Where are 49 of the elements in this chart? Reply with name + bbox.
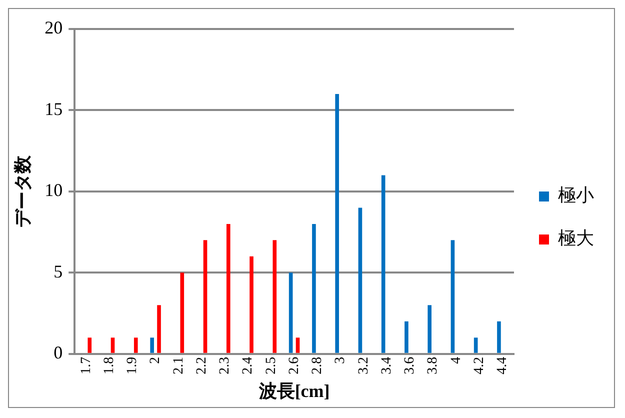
- bar: [150, 338, 154, 353]
- y-tick-label: 5: [54, 261, 63, 282]
- bar: [474, 338, 478, 353]
- y-tick-label: 20: [44, 18, 63, 38]
- x-tick-label: 2.2: [194, 356, 210, 374]
- bar: [335, 94, 339, 353]
- x-tick-label: 4.4: [495, 356, 510, 374]
- bar: [288, 272, 293, 353]
- bar: [381, 175, 386, 353]
- x-tick-label: 2.3: [218, 356, 233, 374]
- x-tick-label: 2.5: [264, 356, 279, 374]
- y-tick-label: 15: [44, 98, 63, 119]
- x-tick-label: 2.6: [286, 356, 302, 374]
- bar: [296, 338, 300, 353]
- bar: [450, 240, 455, 353]
- x-tick-label: 3: [333, 356, 348, 364]
- bar: [203, 240, 208, 353]
- bar: [110, 338, 115, 353]
- legend-label: 極大: [558, 228, 594, 248]
- bar: [157, 305, 161, 353]
- x-tick-label: 1.7: [78, 356, 94, 374]
- bar: [134, 338, 138, 353]
- x-tick-label: 1.9: [125, 356, 140, 374]
- x-tick-label: 2.8: [310, 356, 326, 374]
- bar: [88, 338, 92, 353]
- x-tick-label: 3.2: [356, 356, 372, 374]
- bar: [312, 224, 316, 353]
- x-tick-label: 3.8: [426, 356, 441, 374]
- y-tick-label: 0: [54, 342, 63, 363]
- legend-label: 極小: [558, 185, 594, 206]
- x-tick-label: 4: [448, 356, 464, 364]
- bar: [428, 305, 432, 353]
- bar: [404, 321, 408, 353]
- x-tick-label: 4.2: [472, 356, 487, 374]
- y-tick-label: 10: [44, 180, 63, 200]
- x-tick-label: 1.8: [102, 356, 117, 374]
- x-tick-label: 2: [148, 356, 164, 364]
- bar: [358, 208, 362, 353]
- x-axis-title: 波長[cm]: [258, 380, 330, 401]
- x-tick-label: 2.1: [171, 356, 186, 374]
- bar: [497, 321, 501, 353]
- bar: [180, 272, 184, 353]
- bar: [226, 224, 230, 353]
- bar: [250, 256, 254, 353]
- x-tick-label: 2.4: [240, 356, 256, 374]
- y-axis-title: データ数: [12, 154, 32, 228]
- x-tick-label: 3.6: [402, 356, 418, 374]
- x-tick-label: 3.4: [379, 356, 394, 374]
- bar: [272, 240, 277, 353]
